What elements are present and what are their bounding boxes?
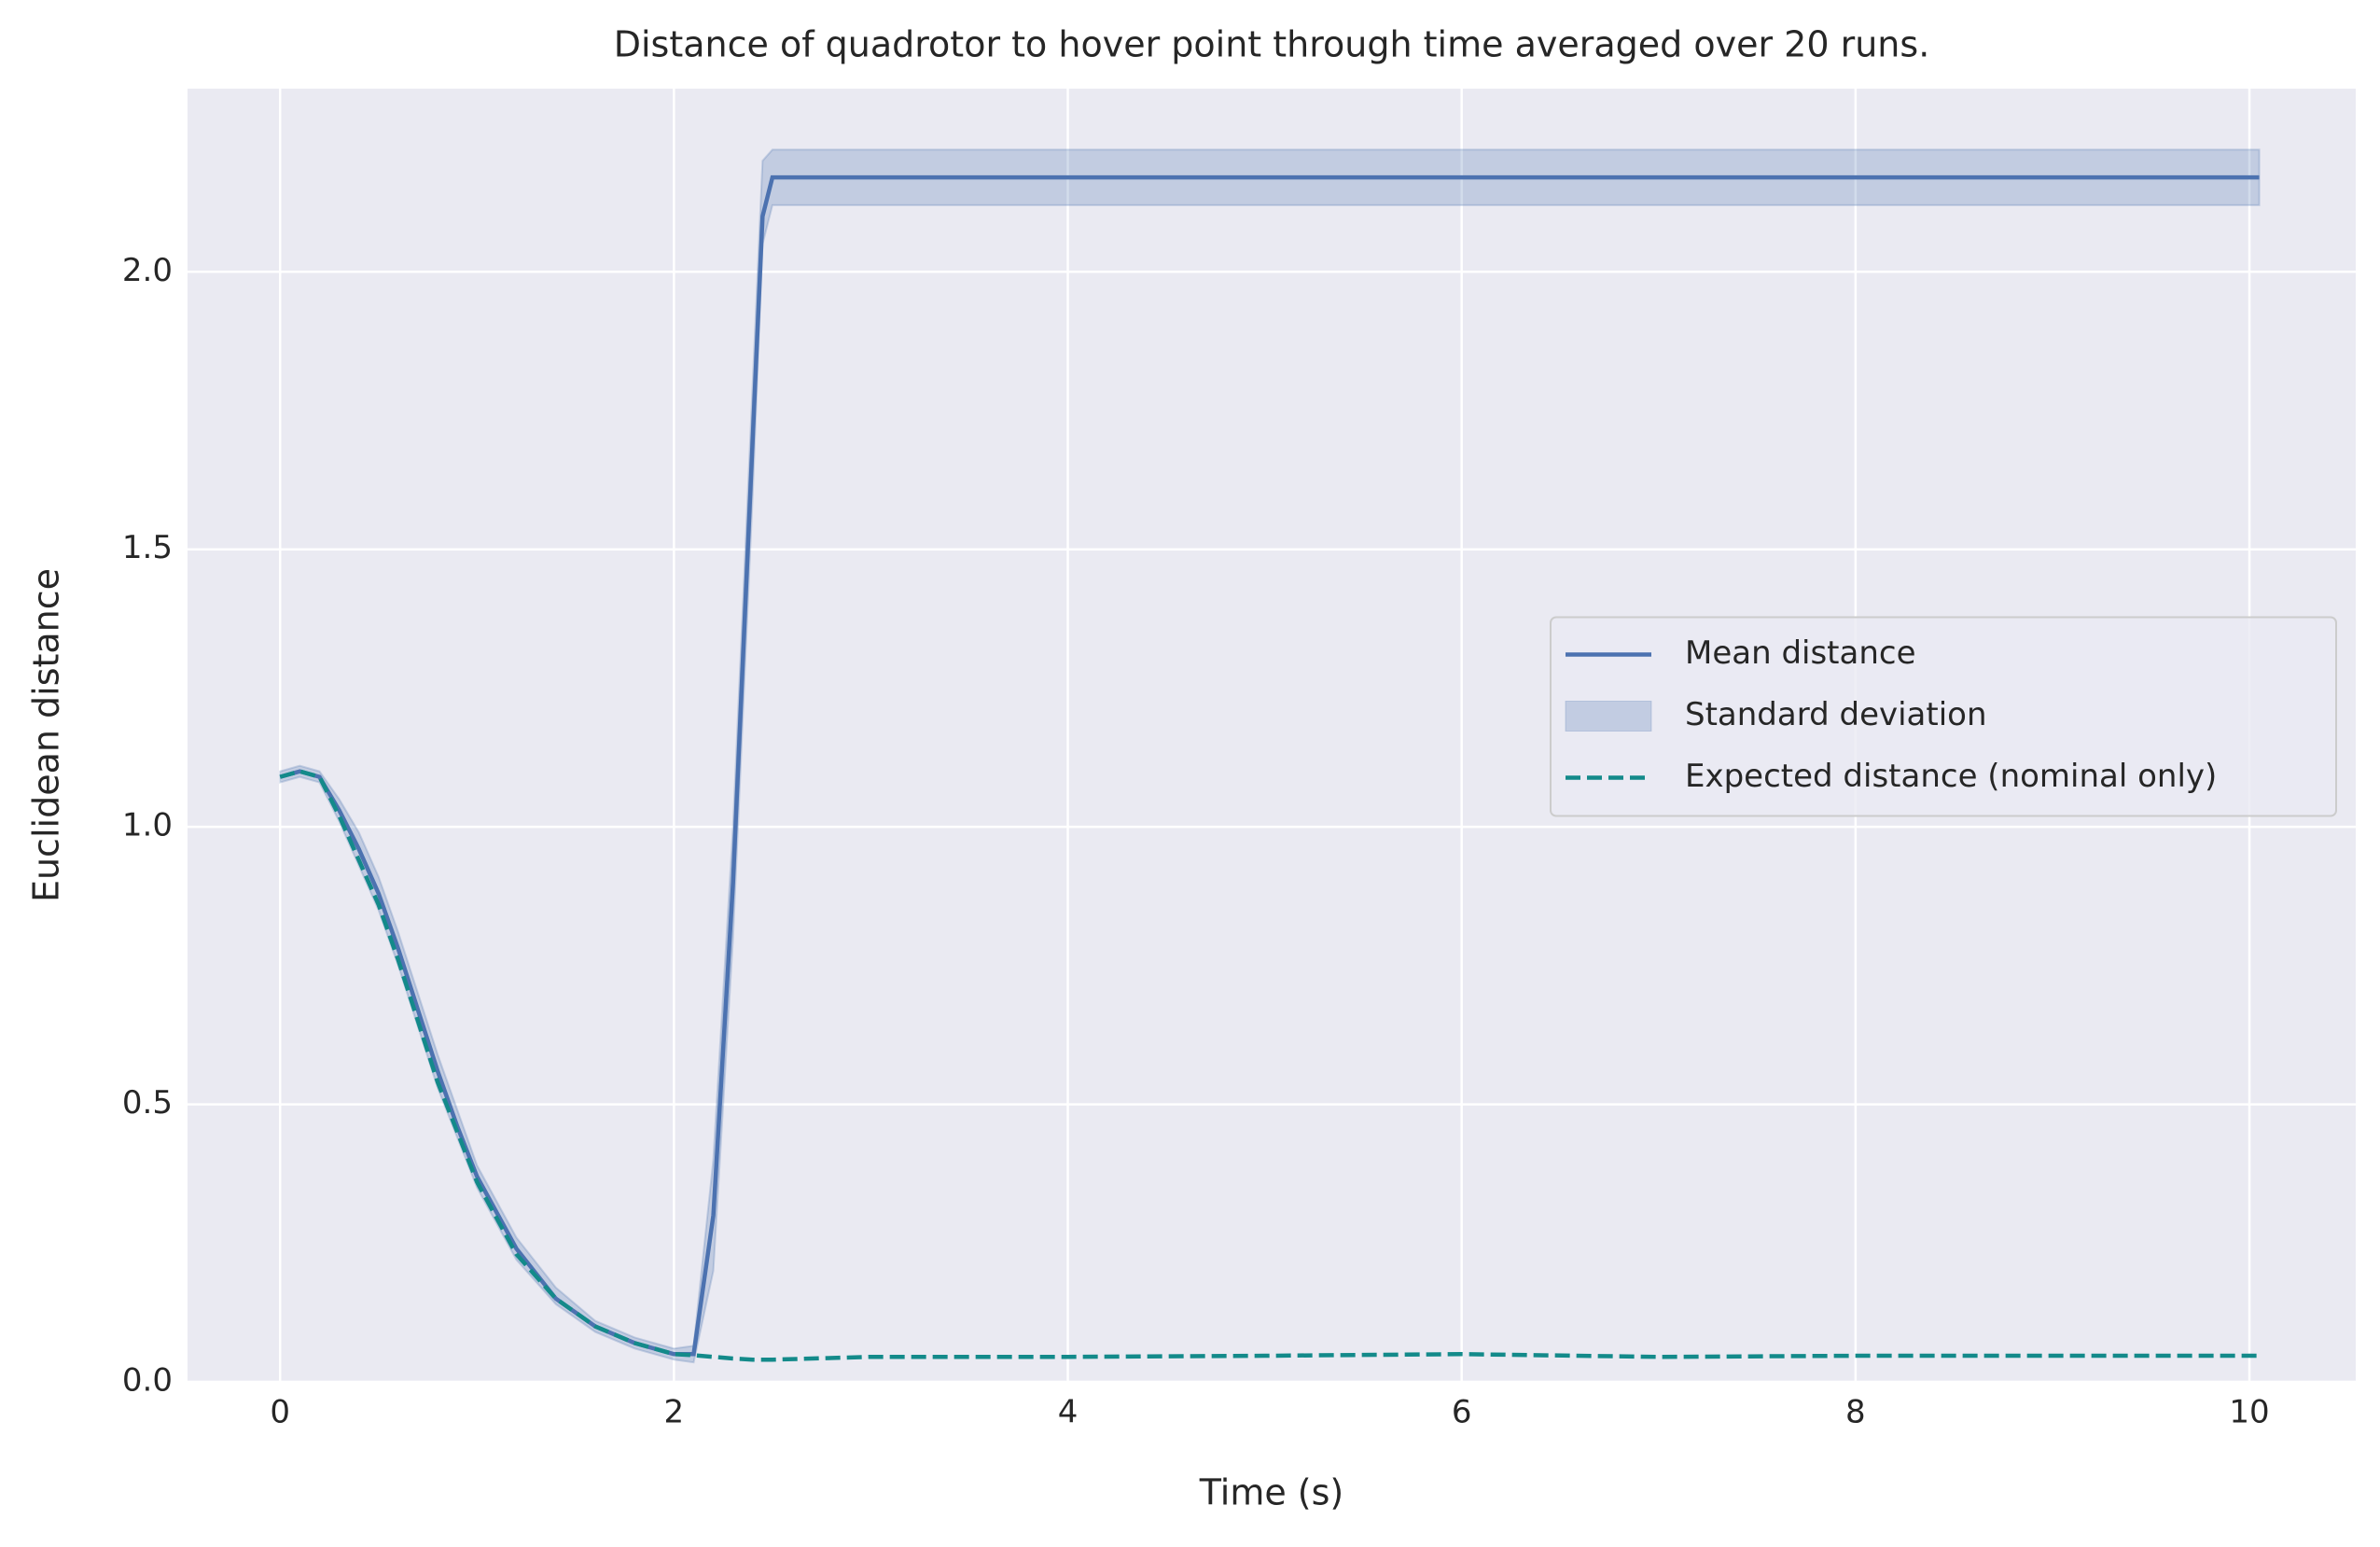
x-tick-label: 8 bbox=[1845, 1394, 1866, 1431]
x-tick-label: 4 bbox=[1058, 1394, 1079, 1431]
y-axis-label: Euclidean distance bbox=[26, 568, 67, 902]
y-tick-label: 1.5 bbox=[122, 529, 173, 566]
legend-label: Mean distance bbox=[1685, 634, 1916, 672]
x-tick-label: 10 bbox=[2229, 1394, 2269, 1431]
y-tick-label: 0.0 bbox=[122, 1362, 173, 1400]
chart-title: Distance of quadrotor to hover point thr… bbox=[614, 24, 1930, 65]
y-tick-label: 2.0 bbox=[122, 252, 173, 289]
x-tick-label: 6 bbox=[1452, 1394, 1472, 1431]
legend-label: Expected distance (nominal only) bbox=[1685, 758, 2217, 795]
legend-label: Standard deviation bbox=[1685, 696, 1987, 733]
y-tick-label: 1.0 bbox=[122, 807, 173, 844]
std-band bbox=[279, 148, 2261, 1364]
x-axis-label: Time (s) bbox=[1199, 1472, 1344, 1513]
y-tick-label: 0.5 bbox=[122, 1084, 173, 1122]
x-tick-label: 2 bbox=[664, 1394, 685, 1431]
legend-box bbox=[1550, 616, 2337, 817]
series-line bbox=[279, 174, 2260, 1357]
legend-swatch bbox=[1565, 701, 1652, 732]
series-line bbox=[279, 769, 2260, 1362]
x-tick-label: 0 bbox=[270, 1394, 290, 1431]
